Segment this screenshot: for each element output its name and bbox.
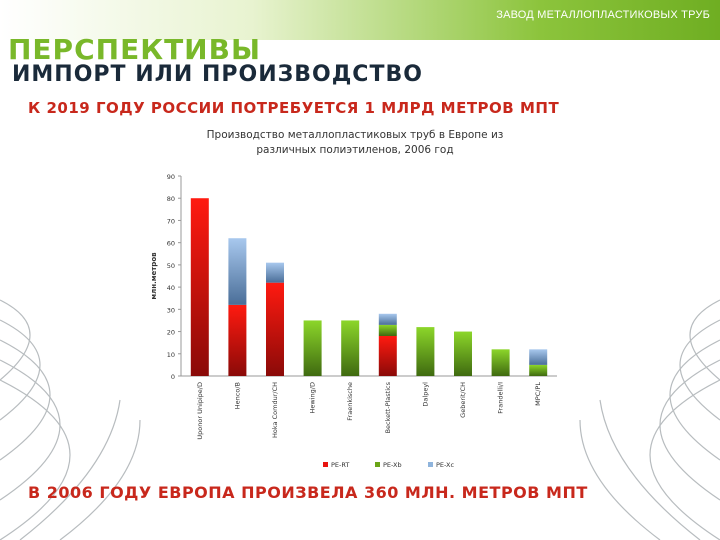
y-axis-label: млн.метров: [150, 252, 158, 300]
bar-segment-pe-rt: [378, 336, 397, 376]
y-tick-label: 60: [167, 240, 175, 248]
y-tick-label: 70: [167, 217, 175, 225]
bar-segment-pe-xc: [266, 262, 284, 283]
legend-swatch: [323, 462, 328, 467]
slide-heading: ИМПОРТ ИЛИ ПРОИЗВОДСТВО: [12, 62, 423, 87]
chart-background: [145, 122, 565, 477]
x-tick-label: Henco/B: [233, 382, 241, 409]
chart-title-line: Производство металлопластиковых труб в Е…: [207, 129, 504, 141]
y-tick-label: 20: [167, 329, 175, 337]
bar-segment-pe-xb: [491, 349, 510, 376]
bar-segment-pe-xc: [228, 238, 247, 305]
y-tick-label: 0: [171, 373, 175, 381]
legend-swatch: [375, 462, 380, 467]
bar-segment-pe-xc: [378, 313, 397, 325]
x-tick-label: Hewing/D: [309, 382, 317, 413]
bar-segment-pe-rt: [228, 304, 247, 376]
y-tick-label: 40: [167, 284, 175, 292]
y-tick-label: 50: [167, 262, 175, 270]
bar-segment-pe-xb: [341, 320, 360, 376]
header-band: [0, 0, 720, 40]
x-tick-label: Geberit/CH: [459, 382, 467, 418]
legend-swatch: [428, 462, 433, 467]
chart-title-line: различных полиэтиленов, 2006 год: [256, 144, 453, 156]
x-tick-label: Fraenkische: [346, 382, 354, 421]
bar-segment-pe-xb: [303, 320, 322, 376]
x-tick-label: Dalpeyl: [421, 382, 429, 407]
x-tick-label: Uponor Unipipe/D: [196, 382, 204, 440]
x-tick-label: Hoka Comdur/CH: [271, 382, 279, 438]
bar-chart: Производство металлопластиковых труб в Е…: [145, 122, 565, 477]
legend-label: PE-RT: [331, 461, 349, 469]
y-tick-label: 30: [167, 306, 175, 314]
bar-segment-pe-xb: [378, 324, 397, 336]
bar-segment-pe-xb: [416, 327, 435, 376]
slide-title: ПЕРСПЕКТИВЫ: [8, 33, 261, 66]
bar-segment-pe-xc: [529, 349, 548, 365]
y-tick-label: 80: [167, 195, 175, 203]
x-tick-label: Beckett-Plastics: [384, 381, 392, 433]
bar-segment-pe-rt: [190, 198, 209, 376]
legend-label: PE-Xc: [436, 461, 455, 469]
x-tick-label: Frandelli/I: [497, 382, 505, 414]
legend-label: PE-Xb: [383, 461, 402, 469]
bottom-statement: В 2006 ГОДУ ЕВРОПА ПРОИЗВЕЛА 360 МЛН. МЕ…: [28, 483, 588, 502]
bar-segment-pe-xb: [454, 331, 472, 376]
bar-segment-pe-xb: [529, 364, 548, 376]
bar-segment-pe-rt: [266, 282, 284, 376]
slide-subtitle: К 2019 ГОДУ РОССИИ ПОТРЕБУЕТСЯ 1 МЛРД МЕ…: [28, 99, 560, 117]
x-tick-label: MPC/PL: [534, 382, 542, 406]
y-tick-label: 10: [167, 351, 175, 359]
y-tick-label: 90: [167, 173, 175, 181]
company-name: ЗАВОД МЕТАЛЛОПЛАСТИКОВЫХ ТРУБ: [496, 9, 710, 21]
